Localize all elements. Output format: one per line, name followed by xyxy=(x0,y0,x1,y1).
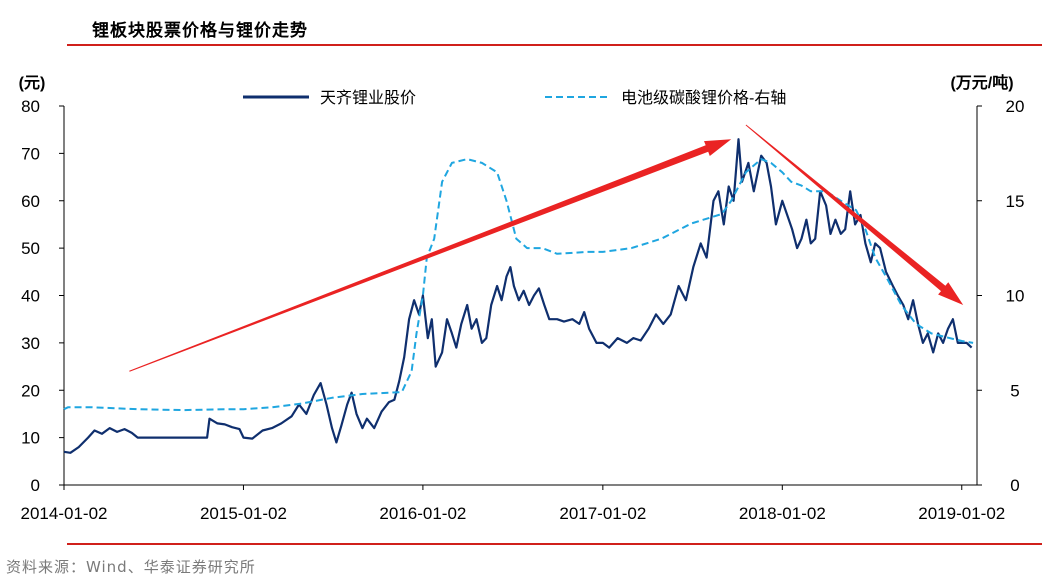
source-note: 资料来源：Wind、华泰证券研究所 xyxy=(6,558,256,576)
legend-label-2: 电池级碳酸锂价格-右轴 xyxy=(621,89,786,107)
y-right-unit-label: (万元/吨) xyxy=(950,73,1013,92)
series-line-2 xyxy=(63,158,974,412)
x-tick-label: 2015-01-02 xyxy=(200,504,287,523)
series-layer xyxy=(63,138,974,454)
chart: 0 10 20 30 40 50 60 70 80 0 5 10 15 20 2014-01-02 2015-… xyxy=(19,73,1025,523)
x-tick-label: 2019-01-02 xyxy=(918,504,1005,523)
legend-label-1: 天齐锂业股价 xyxy=(320,89,416,107)
series-line-1 xyxy=(63,138,973,454)
y-left-tick-label: 20 xyxy=(21,381,40,400)
y-right-tick-label: 0 xyxy=(1010,476,1019,495)
x-tick-label: 2016-01-02 xyxy=(379,504,466,523)
y-right-tick-label: 20 xyxy=(1006,97,1025,116)
y-left-tick-label: 70 xyxy=(21,144,40,163)
y-left-tick-label: 60 xyxy=(21,192,40,211)
figure-title: 锂板块股票价格与锂价走势 xyxy=(92,21,308,41)
trend-arrow-1 xyxy=(129,139,732,372)
y-right-tick-label: 10 xyxy=(1006,287,1025,306)
y-left-unit-label: (元) xyxy=(19,75,46,92)
legend: 天齐锂业股价 电池级碳酸锂价格-右轴 xyxy=(243,89,786,107)
x-tick-label: 2017-01-02 xyxy=(559,504,646,523)
y-left-tick-label: 80 xyxy=(21,97,40,116)
y-left-tick-label: 10 xyxy=(21,429,40,448)
y-right-tick-label: 15 xyxy=(1006,192,1025,211)
bottom-divider xyxy=(67,543,1042,545)
arrow-layer xyxy=(129,124,964,372)
axes-layer: 0 10 20 30 40 50 60 70 80 0 5 10 15 20 2014-01-02 2015-… xyxy=(19,73,1025,523)
x-tick-label: 2014-01-02 xyxy=(21,504,108,523)
x-tick-label: 2018-01-02 xyxy=(739,504,826,523)
top-divider xyxy=(67,44,1042,46)
y-right-tick-label: 5 xyxy=(1010,381,1019,400)
y-left-tick-label: 40 xyxy=(21,287,40,306)
y-left-tick-label: 30 xyxy=(21,334,40,353)
y-left-tick-label: 0 xyxy=(31,476,40,495)
trend-arrow-2 xyxy=(745,124,964,305)
y-left-tick-label: 50 xyxy=(21,239,40,258)
